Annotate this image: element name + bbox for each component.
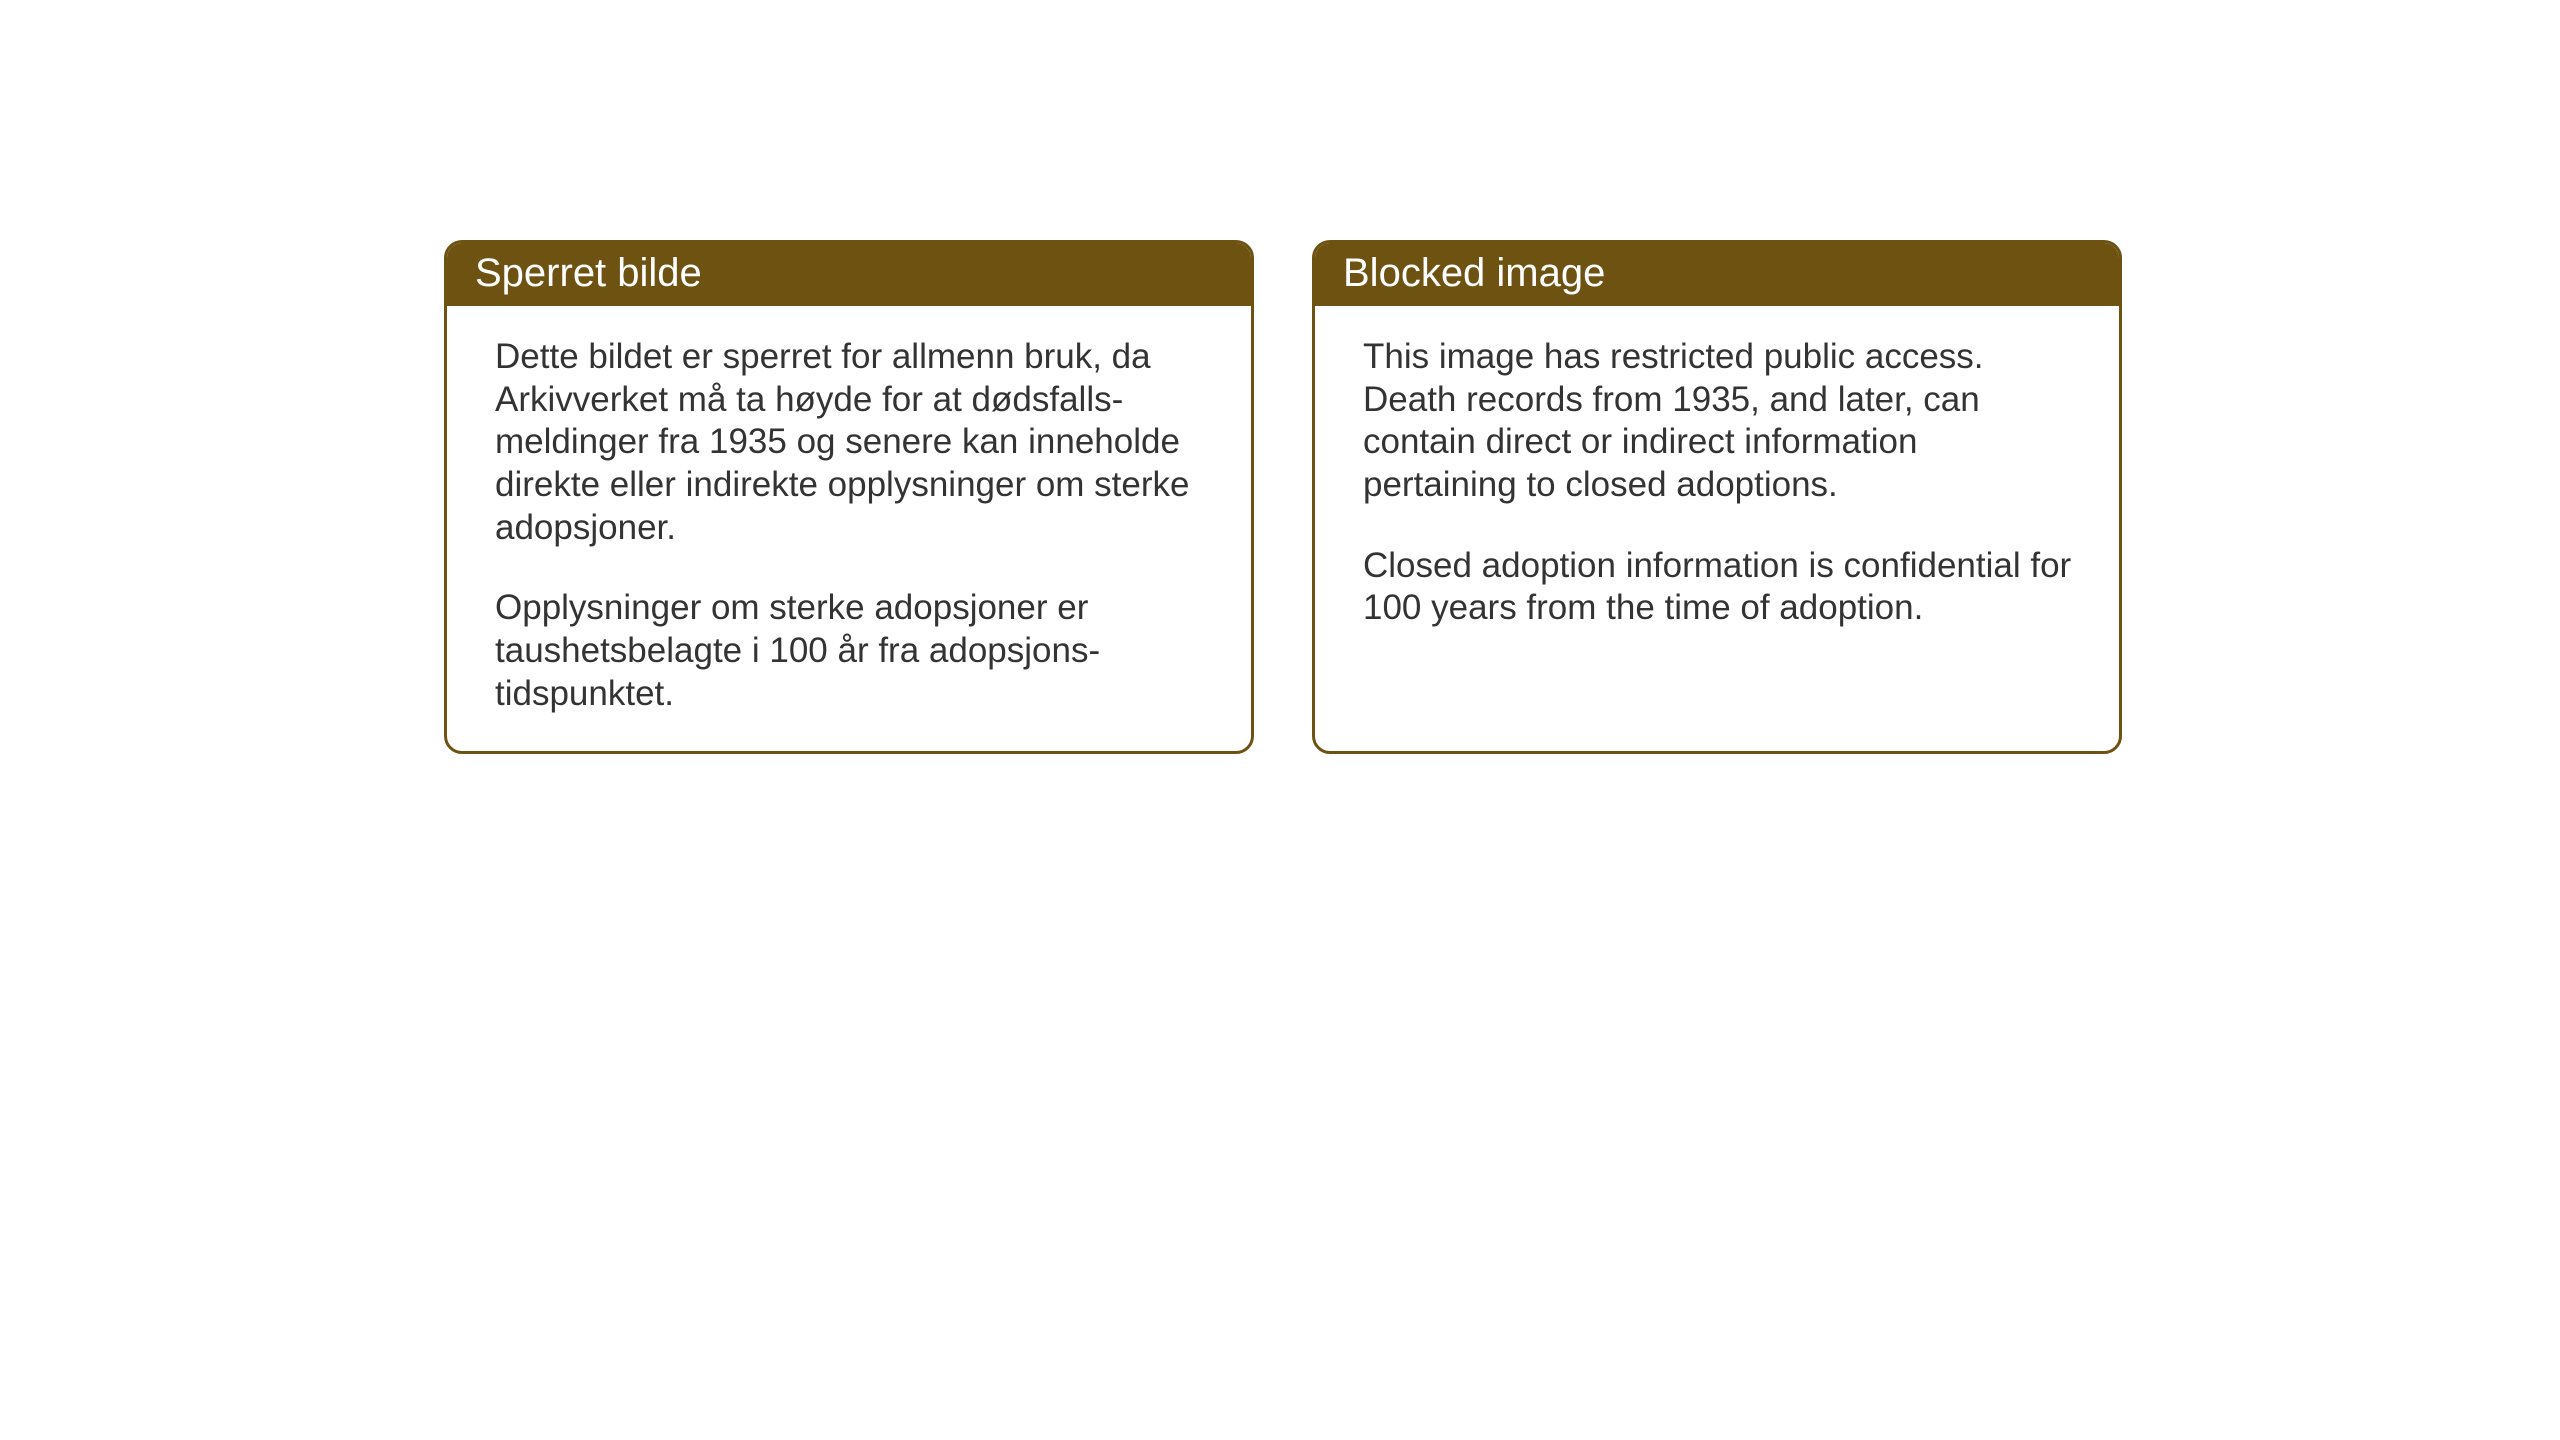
notice-paragraph-2-norwegian: Opplysninger om sterke adopsjoner er tau… [495, 587, 1211, 715]
notice-card-norwegian: Sperret bilde Dette bildet er sperret fo… [444, 240, 1254, 754]
notice-paragraph-1-english: This image has restricted public access.… [1363, 336, 2079, 507]
notice-container: Sperret bilde Dette bildet er sperret fo… [444, 240, 2122, 754]
notice-paragraph-2-english: Closed adoption information is confident… [1363, 545, 2079, 630]
notice-card-english: Blocked image This image has restricted … [1312, 240, 2122, 754]
notice-paragraph-1-norwegian: Dette bildet er sperret for allmenn bruk… [495, 336, 1211, 549]
notice-title-english: Blocked image [1343, 251, 1605, 295]
notice-title-norwegian: Sperret bilde [475, 251, 702, 295]
notice-body-english: This image has restricted public access.… [1315, 306, 2119, 715]
notice-header-english: Blocked image [1315, 243, 2119, 306]
notice-header-norwegian: Sperret bilde [447, 243, 1251, 306]
notice-body-norwegian: Dette bildet er sperret for allmenn bruk… [447, 306, 1251, 751]
